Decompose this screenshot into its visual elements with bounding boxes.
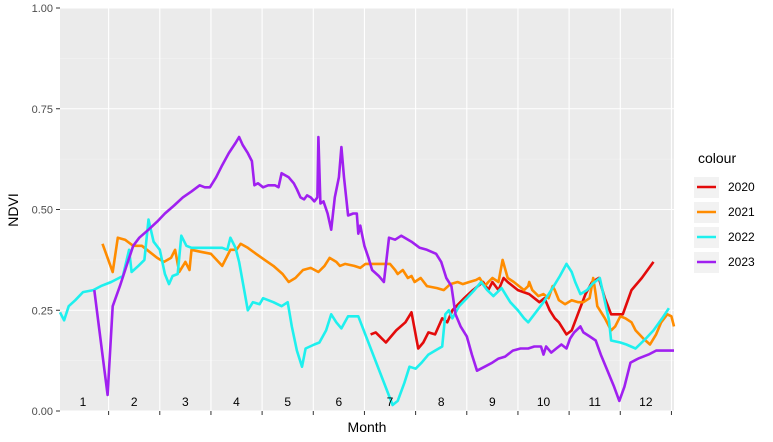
x-axis-title: Month — [348, 419, 387, 435]
month-label: 10 — [537, 395, 551, 409]
series-line-2023 — [93, 135, 674, 403]
legend-label-2021: 2021 — [728, 205, 755, 219]
month-label: 4 — [233, 395, 240, 409]
month-label: 3 — [182, 395, 189, 409]
month-label: 7 — [387, 395, 394, 409]
legend: colour 2020 2021 2022 2023 — [694, 150, 755, 273]
series-lines — [58, 135, 676, 407]
legend-label-2022: 2022 — [728, 230, 755, 244]
y-tick-label: 0.00 — [32, 406, 53, 418]
legend-label-2023: 2023 — [728, 255, 755, 269]
y-tick-label: 0.75 — [32, 104, 53, 116]
x-axis — [108, 411, 672, 415]
month-label: 9 — [489, 395, 496, 409]
legend-title: colour — [698, 150, 736, 166]
month-label: 5 — [284, 395, 291, 409]
legend-label-2020: 2020 — [728, 180, 755, 194]
y-axis: 0.00 0.25 0.50 0.75 1.00 — [32, 3, 60, 418]
month-label: 12 — [639, 395, 653, 409]
month-label: 11 — [588, 395, 601, 409]
y-tick-label: 0.50 — [32, 205, 53, 217]
month-label: 1 — [80, 395, 87, 409]
y-tick-label: 0.25 — [32, 305, 53, 317]
y-axis-title: NDVI — [5, 193, 21, 226]
series-line-2022 — [58, 218, 670, 407]
month-label: 6 — [336, 395, 343, 409]
month-labels: 1 2 3 4 5 6 7 8 9 10 11 12 — [80, 395, 653, 409]
month-label: 8 — [438, 395, 445, 409]
y-tick-label: 1.00 — [32, 3, 53, 15]
month-label: 2 — [131, 395, 138, 409]
